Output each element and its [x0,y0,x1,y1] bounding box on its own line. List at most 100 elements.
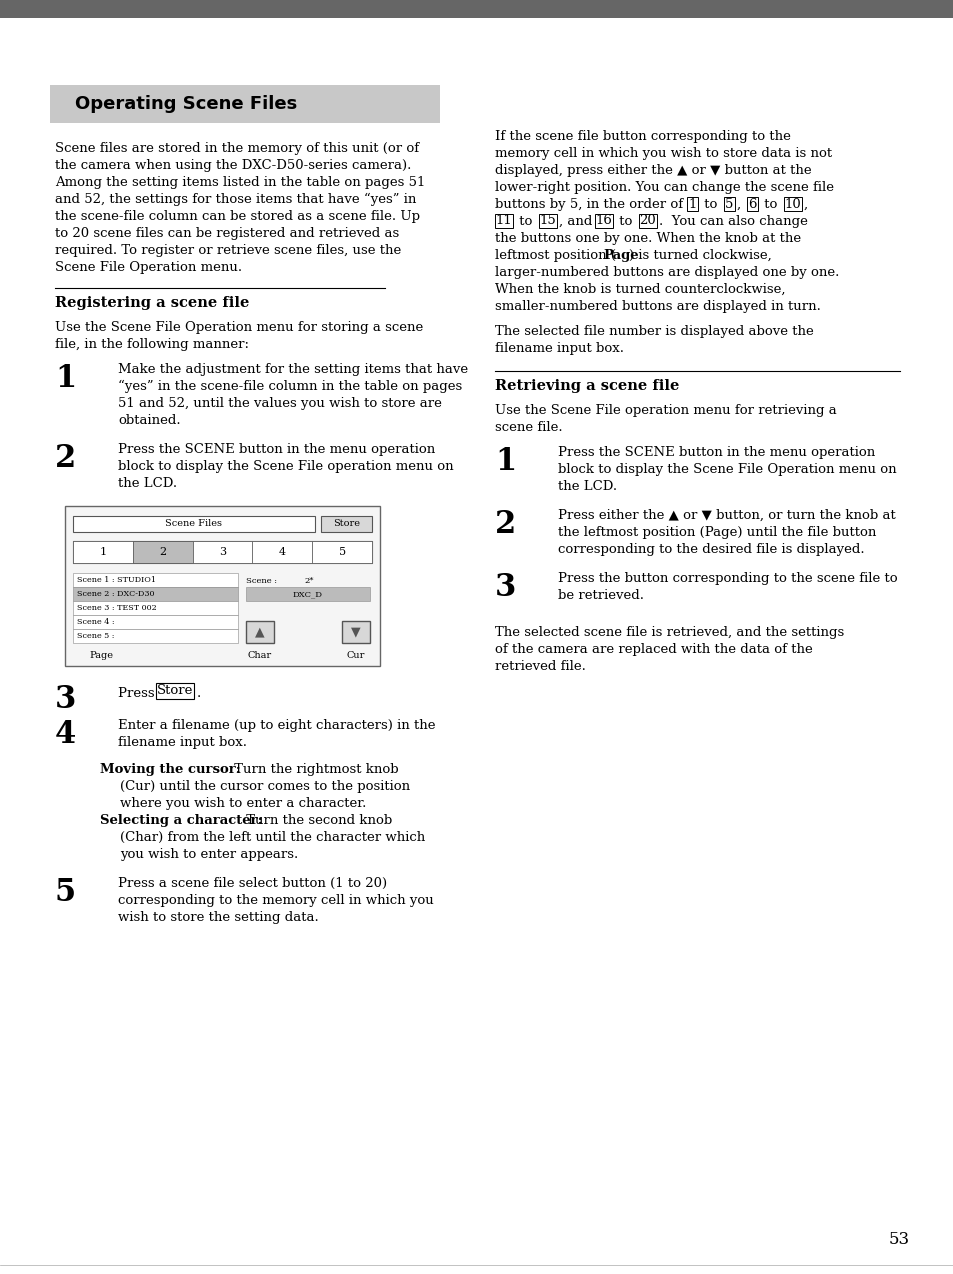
Text: you wish to enter appears.: you wish to enter appears. [120,848,298,861]
Bar [73,629,237,643]
Bar [746,197,758,211]
Text: Scene 2 : DXC-D30: Scene 2 : DXC-D30 [77,590,154,598]
Text: 3: 3 [495,572,516,603]
Text: Scene 1 : STUDIO1: Scene 1 : STUDIO1 [77,576,156,583]
Text: to: to [760,197,781,211]
Text: Store: Store [333,520,359,529]
Text: Press a scene file select button (1 to 20): Press a scene file select button (1 to 2… [118,877,387,891]
Text: 1: 1 [99,547,107,557]
Text: Scene :: Scene : [246,577,276,585]
Text: .  You can also change: . You can also change [659,215,807,228]
Text: of the camera are replaced with the data of the: of the camera are replaced with the data… [495,643,812,656]
Text: DXC_D: DXC_D [293,590,323,598]
Text: the LCD.: the LCD. [118,476,177,490]
Text: ,: , [803,197,807,211]
Text: 1: 1 [55,363,76,394]
Text: Press: Press [118,687,159,699]
Text: to: to [615,215,636,228]
Bar [253,541,312,563]
Text: 2: 2 [159,547,166,557]
Bar [65,506,379,666]
Text: 16: 16 [595,214,612,228]
Bar [73,516,314,533]
Text: .: . [196,687,201,699]
Text: where you wish to enter a character.: where you wish to enter a character. [120,798,366,810]
Text: , and: , and [558,215,596,228]
Text: Scene 3 : TEST 002: Scene 3 : TEST 002 [77,604,156,612]
Text: the camera when using the DXC-D50-series camera).: the camera when using the DXC-D50-series… [55,159,411,172]
Text: 6: 6 [747,197,756,210]
Text: Char: Char [248,651,272,660]
Text: “yes” in the scene-file column in the table on pages: “yes” in the scene-file column in the ta… [118,380,462,394]
Bar [246,620,274,643]
Text: the scene-file column can be stored as a scene file. Up: the scene-file column can be stored as a… [55,210,419,223]
Text: 4: 4 [278,547,286,557]
Bar [723,197,734,211]
Text: Scene files are stored in the memory of this unit (or of: Scene files are stored in the memory of … [55,141,418,155]
Text: lower-right position. You can change the scene file: lower-right position. You can change the… [495,181,833,194]
Text: 51 and 52, until the values you wish to store are: 51 and 52, until the values you wish to … [118,397,441,410]
Text: Press the SCENE button in the menu operation: Press the SCENE button in the menu opera… [118,443,435,456]
Text: obtained.: obtained. [118,414,180,427]
Bar [73,541,372,563]
Bar [0,0,953,18]
Text: be retrieved.: be retrieved. [558,589,643,603]
Text: Press the button corresponding to the scene file to: Press the button corresponding to the sc… [558,572,897,585]
Bar [320,516,372,533]
Text: Use the Scene File Operation menu for storing a scene: Use the Scene File Operation menu for st… [55,321,423,334]
Text: Among the setting items listed in the table on pages 51: Among the setting items listed in the ta… [55,176,425,189]
Bar [73,615,237,629]
Text: 1: 1 [495,446,516,476]
Text: smaller-numbered buttons are displayed in turn.: smaller-numbered buttons are displayed i… [495,299,820,313]
Text: Registering a scene file: Registering a scene file [55,296,249,310]
Text: Retrieving a scene file: Retrieving a scene file [495,378,679,392]
Bar [639,214,657,228]
Text: 5: 5 [724,197,733,210]
Text: When the knob is turned counterclockwise,: When the knob is turned counterclockwise… [495,283,784,296]
Text: Scene File Operation menu.: Scene File Operation menu. [55,261,242,274]
Text: ▼: ▼ [351,626,360,638]
Text: Cur: Cur [347,651,365,660]
Text: 4: 4 [55,719,76,750]
Text: Selecting a character:: Selecting a character: [100,814,262,827]
Text: block to display the Scene File Operation menu on: block to display the Scene File Operatio… [558,462,896,476]
Text: 2: 2 [55,443,76,474]
Text: Use the Scene File operation menu for retrieving a: Use the Scene File operation menu for re… [495,404,836,417]
Text: larger-numbered buttons are displayed one by one.: larger-numbered buttons are displayed on… [495,266,839,279]
Text: 2: 2 [495,510,516,540]
Text: wish to store the setting data.: wish to store the setting data. [118,911,318,924]
Text: file, in the following manner:: file, in the following manner: [55,338,249,352]
Text: 10: 10 [783,197,801,210]
Text: If the scene file button corresponding to the: If the scene file button corresponding t… [495,130,790,143]
Text: 20: 20 [639,214,656,228]
Bar [595,214,613,228]
Text: Turn the rightmost knob: Turn the rightmost knob [230,763,398,776]
Bar [193,541,253,563]
Text: memory cell in which you wish to store data is not: memory cell in which you wish to store d… [495,147,831,161]
Text: 5: 5 [338,547,345,557]
Text: (​Char​) from the left until the character which: (​Char​) from the left until the charact… [120,831,425,843]
Bar [312,541,372,563]
Text: (​Cur​) until the cursor comes to the position: (​Cur​) until the cursor comes to the po… [120,780,410,792]
Text: retrieved file.: retrieved file. [495,660,585,673]
Text: Turn the second knob: Turn the second knob [242,814,392,827]
Text: 1: 1 [688,197,696,210]
Text: the buttons one by one. When the knob at the: the buttons one by one. When the knob at… [495,232,801,245]
Text: filename input box.: filename input box. [495,341,623,355]
Text: filename input box.: filename input box. [118,736,247,749]
Bar [783,197,801,211]
Text: the LCD.: the LCD. [558,480,617,493]
Bar [538,214,557,228]
Text: corresponding to the desired file is displayed.: corresponding to the desired file is dis… [558,543,863,555]
Text: Page: Page [89,651,112,660]
Text: The selected scene file is retrieved, and the settings: The selected scene file is retrieved, an… [495,626,843,640]
Text: Scene 5 :: Scene 5 : [77,632,114,640]
Text: 2*: 2* [304,577,314,585]
Text: Scene Files: Scene Files [165,520,222,529]
Bar [50,85,439,124]
Bar [73,541,132,563]
Text: required. To register or retrieve scene files, use the: required. To register or retrieve scene … [55,245,401,257]
Text: The selected file number is displayed above the: The selected file number is displayed ab… [495,325,813,338]
Bar [73,601,237,615]
Text: Press either the ▲ or ▼ button, or turn the knob at: Press either the ▲ or ▼ button, or turn … [558,510,895,522]
